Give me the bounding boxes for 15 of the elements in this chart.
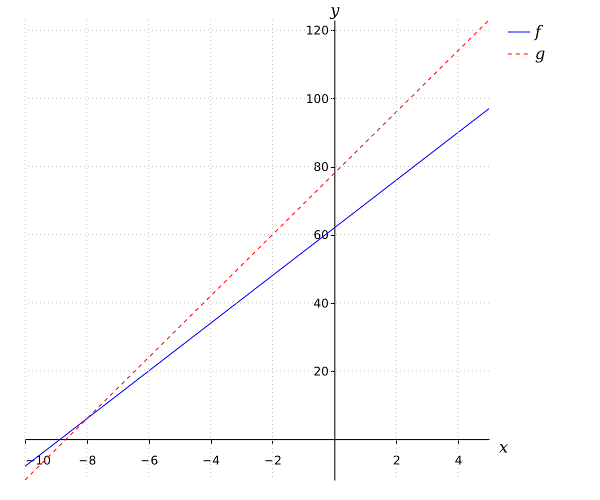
- x-tick-label: 4: [454, 454, 462, 468]
- y-tick-label: 120: [306, 24, 329, 38]
- legend-label: g: [535, 44, 546, 63]
- y-tick-label: 100: [306, 92, 329, 106]
- y-tick-label: 40: [314, 296, 329, 310]
- y-tick-label: 20: [314, 364, 329, 378]
- y-axis-title: y: [329, 0, 340, 20]
- x-tick-label: −6: [140, 454, 158, 468]
- x-axis-title: x: [498, 438, 508, 457]
- x-tick-label: −8: [78, 454, 96, 468]
- x-tick-label: −2: [264, 454, 282, 468]
- y-tick-label: 80: [314, 160, 329, 174]
- x-tick-label: −4: [202, 454, 220, 468]
- x-tick-label: 2: [392, 454, 401, 468]
- legend-label: f: [534, 22, 544, 41]
